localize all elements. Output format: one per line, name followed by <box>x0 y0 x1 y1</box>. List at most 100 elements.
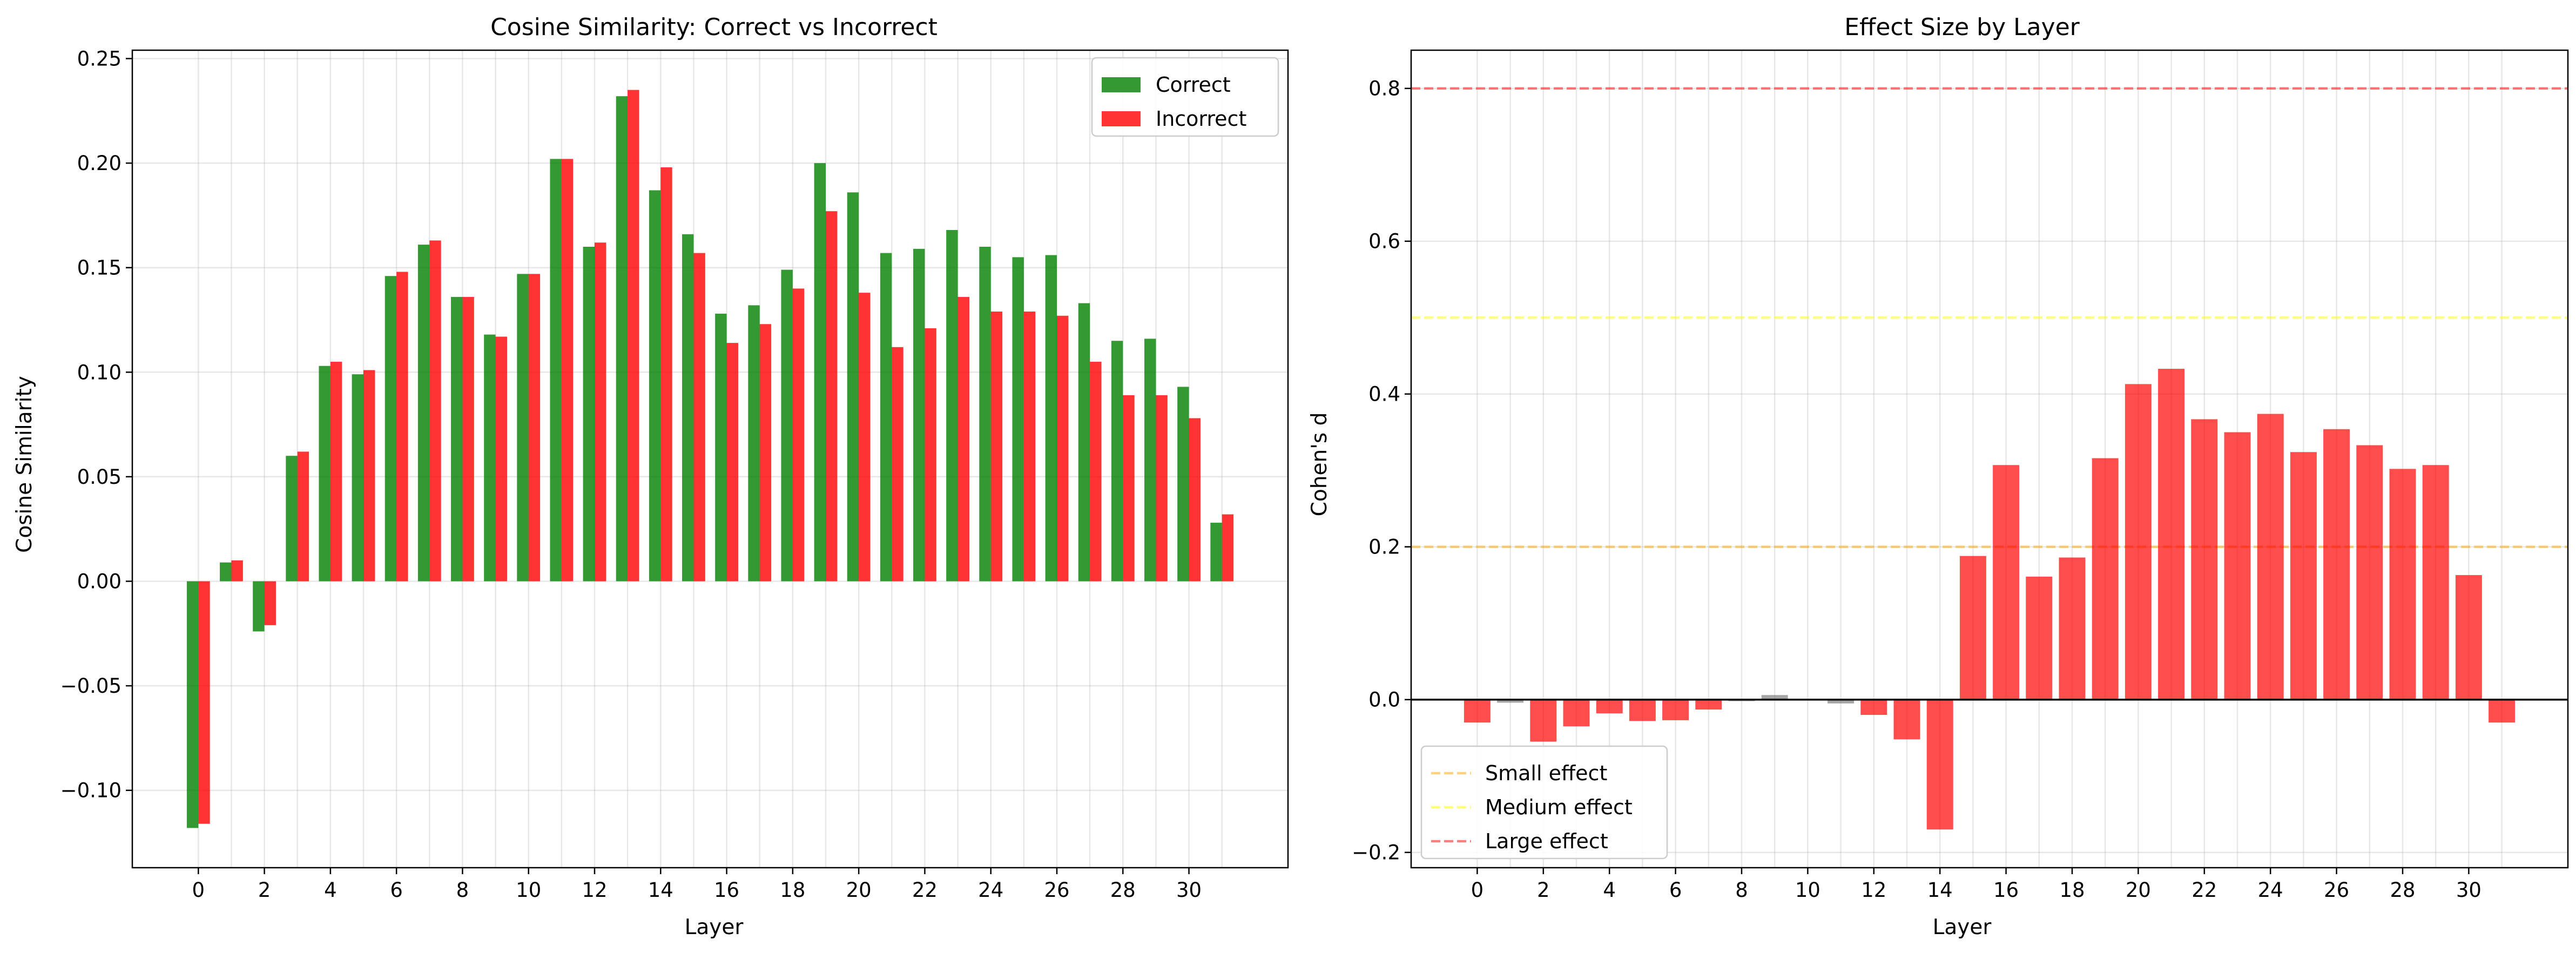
bar-incorrect-layer-7 <box>429 240 441 582</box>
bar-layer-16 <box>1993 465 2020 700</box>
bar-layer-21 <box>2158 369 2185 700</box>
bar-incorrect-layer-20 <box>859 293 871 582</box>
legend: Small effect Medium effect Large effect <box>1420 745 1668 860</box>
bar-incorrect-layer-3 <box>297 451 309 582</box>
y-axis-label: Cohen's d <box>1307 413 1332 517</box>
x-tick-label: 0 <box>192 878 205 902</box>
bar-incorrect-layer-16 <box>726 343 738 582</box>
bar-incorrect-layer-5 <box>363 370 375 582</box>
bar-layer-31 <box>2489 699 2516 723</box>
legend-box <box>1420 745 1668 860</box>
bar-correct-layer-16 <box>715 313 727 582</box>
bar-layer-12 <box>1860 699 1887 715</box>
x-tick-label: 24 <box>2258 878 2283 902</box>
x-tick-label: 6 <box>390 878 403 902</box>
chart-title: Cosine Similarity: Correct vs Incorrect <box>490 13 938 41</box>
y-tick-label: −0.2 <box>1352 841 1400 864</box>
x-axis-label: Layer <box>685 915 744 940</box>
bar-correct-layer-20 <box>847 192 859 582</box>
x-tick-label: 22 <box>2191 878 2217 902</box>
y-tick-label: 0.4 <box>1368 383 1400 406</box>
bar-incorrect-layer-18 <box>792 288 805 582</box>
bar-incorrect-layer-2 <box>264 581 276 625</box>
bar-layer-2 <box>1530 699 1557 742</box>
bar-correct-layer-12 <box>583 246 595 582</box>
bar-layer-5 <box>1629 699 1656 721</box>
y-tick-label: −0.05 <box>60 674 122 698</box>
legend-label: Large effect <box>1485 829 1608 853</box>
legend: Correct Incorrect <box>1091 57 1279 137</box>
bar-layer-22 <box>2191 419 2218 700</box>
cosine-similarity-chart: Cosine Similarity: Correct vs Incorrect … <box>12 13 1289 940</box>
bar-incorrect-layer-17 <box>759 324 772 582</box>
x-tick-label: 20 <box>846 878 872 902</box>
x-tick-label: 10 <box>516 878 541 902</box>
x-tick-label: 4 <box>1603 878 1616 902</box>
x-tick-label: 30 <box>1176 878 1202 902</box>
bar-incorrect-layer-21 <box>892 347 903 582</box>
bar-correct-layer-31 <box>1210 523 1222 582</box>
x-tick-label: 26 <box>2324 878 2349 902</box>
bar-layer-20 <box>2125 384 2152 700</box>
x-tick-label: 2 <box>258 878 271 902</box>
bar-incorrect-layer-1 <box>231 560 243 582</box>
bar-incorrect-layer-19 <box>826 211 838 582</box>
x-tick-label: 28 <box>1110 878 1136 902</box>
bar-correct-layer-15 <box>682 234 694 582</box>
bar-incorrect-layer-25 <box>1023 312 1036 582</box>
plot-frame <box>1410 49 2569 869</box>
x-tick-label: 0 <box>1471 878 1484 902</box>
bar-correct-layer-0 <box>186 581 199 828</box>
bar-layer-11 <box>1828 699 1855 704</box>
bar-incorrect-layer-24 <box>990 312 1003 582</box>
bar-incorrect-layer-30 <box>1189 418 1201 582</box>
y-tick-label: 0.20 <box>77 152 122 175</box>
x-tick-label: 8 <box>456 878 469 902</box>
bar-correct-layer-26 <box>1045 255 1057 582</box>
y-tick-label: 0.6 <box>1368 230 1400 253</box>
bar-correct-layer-22 <box>913 248 925 582</box>
bar-incorrect-layer-14 <box>660 167 672 582</box>
x-axis-label: Layer <box>1933 915 1992 940</box>
bar-layer-27 <box>2356 445 2383 700</box>
bar-layer-9 <box>1761 695 1788 700</box>
bar-incorrect-layer-31 <box>1222 514 1234 582</box>
bar-layer-15 <box>1959 556 1986 700</box>
bar-correct-layer-6 <box>385 276 397 582</box>
bar-incorrect-layer-28 <box>1123 395 1135 582</box>
x-tick-label: 30 <box>2456 878 2481 902</box>
legend-label: Small effect <box>1485 761 1607 785</box>
bar-layer-17 <box>2026 576 2053 700</box>
y-tick-label: 0.2 <box>1368 536 1400 559</box>
y-tick-label: 0.10 <box>77 361 122 384</box>
bar-correct-layer-25 <box>1012 257 1024 582</box>
y-tick-label: −0.10 <box>60 779 122 802</box>
legend-swatch <box>1102 111 1141 126</box>
y-tick-label: 0.00 <box>77 570 122 593</box>
y-tick-label: 0.25 <box>77 47 122 70</box>
y-tick-label: 0.05 <box>77 465 122 489</box>
bar-incorrect-layer-9 <box>495 336 507 582</box>
plot-frame <box>131 49 1289 869</box>
y-tick-label: 0.15 <box>77 256 122 280</box>
bar-layer-0 <box>1464 699 1491 723</box>
bar-correct-layer-17 <box>748 305 760 582</box>
bar-correct-layer-8 <box>451 296 463 582</box>
bar-correct-layer-3 <box>286 456 298 582</box>
bar-incorrect-layer-10 <box>528 274 541 582</box>
bar-correct-layer-9 <box>484 334 496 582</box>
bar-layer-28 <box>2389 469 2416 700</box>
bar-correct-layer-24 <box>979 246 991 582</box>
bar-layer-1 <box>1497 699 1524 703</box>
bar-incorrect-layer-0 <box>198 581 210 824</box>
y-axis-label: Cosine Similarity <box>12 376 37 553</box>
x-tick-label: 18 <box>780 878 805 902</box>
bar-layer-23 <box>2224 432 2251 700</box>
chart-title: Effect Size by Layer <box>1844 13 2080 41</box>
bar-correct-layer-27 <box>1078 303 1090 582</box>
bar-incorrect-layer-26 <box>1057 315 1069 582</box>
bar-correct-layer-14 <box>649 190 661 582</box>
bar-correct-layer-4 <box>319 366 331 582</box>
bar-correct-layer-7 <box>417 245 430 582</box>
x-tick-label: 20 <box>2126 878 2151 902</box>
